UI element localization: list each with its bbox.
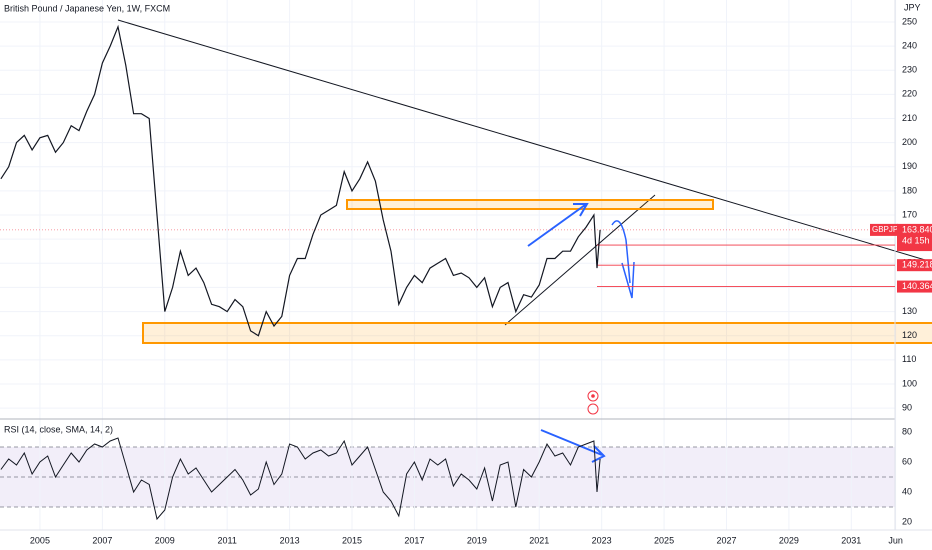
trendline	[504, 194, 656, 326]
event-icon	[587, 390, 599, 402]
y-tick-label: 180	[902, 185, 917, 195]
x-tick-label: 2021	[529, 535, 549, 545]
rsi-title: RSI (14, close, SMA, 14, 2)	[4, 424, 113, 434]
current-label: 163.840	[902, 224, 932, 234]
resistance-zone	[346, 199, 714, 210]
x-tick-label: 2009	[155, 535, 175, 545]
trendline	[117, 19, 932, 263]
price-label-box	[897, 280, 932, 293]
x-tick-label: 2027	[716, 535, 736, 545]
price-label-box	[897, 259, 932, 272]
event-icon	[587, 403, 599, 415]
y-tick-label: 240	[902, 40, 917, 50]
x-tick-label: 2023	[592, 535, 612, 545]
symbol-box	[870, 223, 898, 236]
countdown: 4d 15h	[902, 235, 930, 245]
y-tick-label: 90	[902, 402, 912, 412]
x-tick-label: 2013	[280, 535, 300, 545]
y-tick-label: 250	[902, 16, 917, 26]
y-tick-label: 120	[902, 330, 917, 340]
current-box	[897, 223, 932, 248]
x-tick-label: 2019	[467, 535, 487, 545]
y-tick-label: 100	[902, 378, 917, 388]
rsi-tick-label: 20	[902, 516, 912, 526]
chart-title: British Pound / Japanese Yen, 1W, FXCM	[4, 3, 170, 13]
y-tick-label: 220	[902, 89, 917, 99]
currency: JPY	[904, 2, 921, 12]
arrow	[527, 203, 589, 247]
x-tick-label: 2007	[92, 535, 112, 545]
x-tick-label: 2031	[841, 535, 861, 545]
x-tick-label: 2015	[342, 535, 362, 545]
y-tick-label: 230	[902, 65, 917, 75]
rsi-tick-label: 60	[902, 456, 912, 466]
x-tick-label: 2005	[30, 535, 50, 545]
symbol-label: GBPJPY	[872, 225, 904, 234]
rsi-line	[0, 437, 601, 521]
y-tick-label: 110	[902, 354, 916, 364]
x-tick-label: 2011	[218, 535, 237, 545]
arrow	[611, 220, 635, 299]
y-tick-label: 200	[902, 137, 917, 147]
arrow	[540, 429, 606, 463]
y-tick-label: 130	[902, 306, 917, 316]
support-zone	[142, 322, 932, 344]
x-tick-label: 2017	[404, 535, 424, 545]
price-label: 149.218	[902, 260, 932, 270]
x-tick-label: 2025	[654, 535, 674, 545]
y-tick-label: 210	[902, 113, 917, 123]
rsi-tick-label: 40	[902, 486, 912, 496]
rsi-tick-label: 80	[902, 426, 912, 436]
x-tick-label: Jun	[888, 535, 903, 545]
y-tick-label: 170	[902, 209, 917, 219]
event-icon	[591, 394, 595, 398]
price-line-series	[0, 24, 601, 337]
price-label: 140.364	[902, 281, 932, 291]
y-tick-label: 190	[902, 161, 917, 171]
x-tick-label: 2029	[779, 535, 799, 545]
